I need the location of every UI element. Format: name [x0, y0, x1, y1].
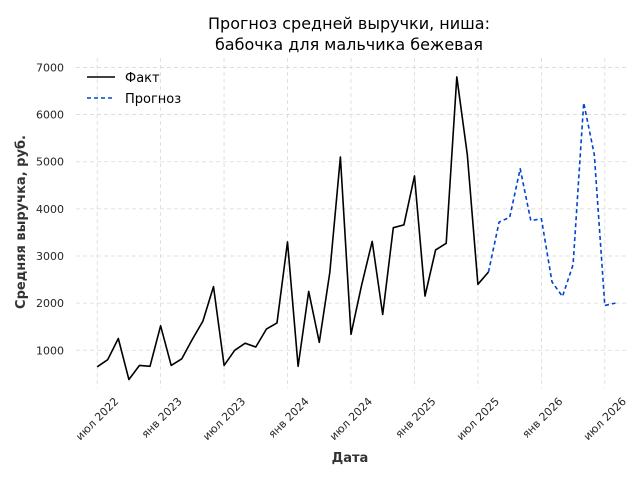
y-tick-label: 3000 [36, 250, 64, 263]
y-tick-label: 5000 [36, 156, 64, 169]
x-tick-label: июл 2024 [327, 395, 375, 443]
series-line-forecast [487, 102, 616, 307]
x-tick-label: янв 2024 [266, 395, 312, 441]
y-tick-label: 1000 [36, 344, 64, 357]
x-tick-label: июл 2022 [73, 395, 121, 443]
x-axis-ticks: июл 2022 янв 2023 июл 2023 янв 2024 июл 2024… [73, 395, 629, 443]
y-tick-label: 6000 [36, 109, 64, 122]
chart-title-line-1: Прогноз средней выручки, ниша: [208, 14, 490, 33]
y-tick-label: 7000 [36, 61, 64, 74]
x-tick-label: июл 2026 [581, 395, 629, 443]
y-tick-label: 2000 [36, 297, 64, 310]
series-lines [96, 76, 616, 381]
legend-label-forecast: Прогноз [125, 92, 181, 107]
y-tick-label: 4000 [36, 203, 64, 216]
x-tick-label: янв 2026 [520, 395, 566, 441]
y-axis-ticks: 1000 2000 3000 4000 5000 6000 7000 [36, 61, 64, 357]
x-tick-label: янв 2023 [139, 395, 185, 441]
series-line-fact [96, 76, 490, 381]
x-tick-label: июл 2025 [454, 395, 502, 443]
legend: Факт Прогноз [87, 71, 181, 107]
x-tick-label: янв 2025 [393, 395, 439, 441]
grid [76, 58, 626, 388]
y-axis-label: Средняя выручка, руб. [14, 135, 29, 309]
chart-title-line-2: бабочка для мальчика бежевая [215, 35, 483, 54]
x-axis-label: Дата [332, 451, 369, 466]
x-tick-label: июл 2023 [200, 395, 248, 443]
legend-label-fact: Факт [125, 71, 160, 86]
